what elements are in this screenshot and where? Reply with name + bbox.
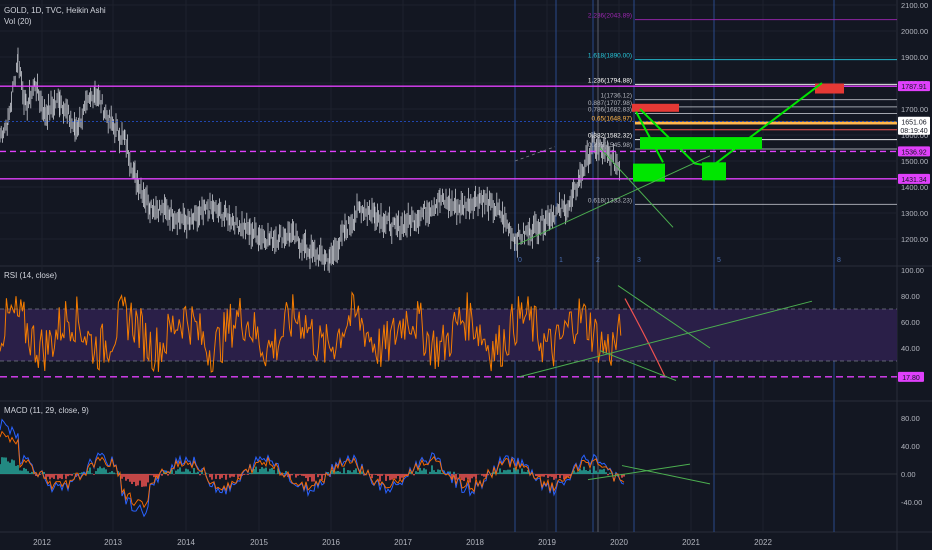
- macd-trend-line: [621, 465, 711, 485]
- time-axis-label: 2012: [33, 538, 51, 547]
- rsi-level-text: 17.80: [902, 375, 920, 382]
- price-axis-label: 2000.00: [901, 27, 928, 36]
- price-axis-label: 1700.00: [901, 105, 928, 114]
- rsi-title-text: RSI (14, close): [4, 271, 57, 280]
- macd-panel: [0, 418, 897, 518]
- macd-axis-label: 80.00: [901, 414, 920, 423]
- rsi-trend-line: [617, 285, 711, 349]
- macd-axis-label: 40.00: [901, 442, 920, 451]
- fib-orange-band: [635, 121, 897, 125]
- fib-level-label: 0.65(1648.97): [592, 115, 632, 122]
- price-label-text: 1431.34: [901, 177, 926, 184]
- time-axis-label: 2022: [754, 538, 772, 547]
- trend-line: [599, 147, 674, 228]
- projection-path: [635, 111, 664, 163]
- time-axis-label: 2013: [104, 538, 122, 547]
- rsi-line: [0, 291, 622, 373]
- fib-level-label: 1.236(1794.88): [588, 77, 632, 84]
- fib-level-label: 0.618(1333.23): [588, 197, 632, 204]
- fib-level-label: 0.236(1545.98): [588, 142, 632, 149]
- macd-trend-line: [587, 463, 691, 481]
- macd-axis-label: -40.00: [901, 498, 922, 507]
- red-target-box: [815, 83, 844, 94]
- price-label-text: 1787.91: [901, 84, 926, 91]
- fib-level-label: 0.382(1582.32): [588, 133, 632, 140]
- wave-label: 0: [518, 257, 522, 264]
- price-axis-label: 1600.00: [901, 131, 928, 140]
- price-axis-label: 1200.00: [901, 235, 928, 244]
- wave-label: 5: [717, 257, 721, 264]
- volume-title-text: Vol (20): [4, 17, 32, 26]
- price-axis-label: 1900.00: [901, 53, 928, 62]
- price-label-text: 1536.92: [901, 149, 926, 156]
- rsi-projection: [624, 298, 666, 377]
- rsi-title[interactable]: RSI (14, close): [4, 271, 57, 280]
- projection-path: [639, 82, 823, 168]
- price-label-text: 1651.06: [901, 120, 926, 127]
- wave-label: 2: [596, 257, 600, 264]
- rsi-axis-label: 80.00: [901, 292, 920, 301]
- price-label-box: [898, 173, 930, 184]
- price-label-box: [898, 124, 930, 135]
- green-target-box: [702, 162, 726, 181]
- rsi-axis-label: 100.00: [901, 266, 924, 275]
- price-series: [0, 47, 620, 273]
- fib-level-label: 1(1736.12): [601, 93, 632, 100]
- time-axis-label: 2014: [177, 538, 195, 547]
- price-axis-label: 1500.00: [901, 157, 928, 166]
- drawing-overlays[interactable]: [0, 19, 897, 245]
- trend-line: [514, 146, 556, 162]
- symbol-title[interactable]: GOLD, 1D, TVC, Heikin Ashi: [4, 6, 106, 15]
- macd-title[interactable]: MACD (11, 29, close, 9): [4, 406, 89, 415]
- macd-title-text: MACD (11, 29, close, 9): [4, 406, 89, 415]
- time-axis-label: 2021: [682, 538, 700, 547]
- time-axis-label: 2015: [250, 538, 268, 547]
- volume-title[interactable]: Vol (20): [4, 17, 32, 26]
- rsi-level-box: [898, 371, 924, 382]
- time-axis-label: 2018: [466, 538, 484, 547]
- time-axis-label: 2017: [394, 538, 412, 547]
- trend-line: [517, 155, 711, 245]
- green-target-box: [633, 163, 665, 182]
- price-axis-label: 2100.00: [901, 1, 928, 10]
- macd-axis-label: 0.00: [901, 470, 916, 479]
- rsi-axis-label: 60.00: [901, 318, 920, 327]
- price-axis-label: 1400.00: [901, 183, 928, 192]
- fib-level-label: 2.236(2043.89): [588, 13, 632, 20]
- price-label-box: [898, 81, 930, 92]
- rsi-panel: [0, 285, 897, 381]
- price-label-text: 08:19:40: [900, 128, 927, 135]
- symbol-title-text: GOLD, 1D, TVC, Heikin Ashi: [4, 6, 106, 15]
- wave-label: 3: [637, 257, 641, 264]
- labels: 0 1 2 3 5 8 2.236(2043.89) 1.618(1890.00) 1.236(…: [518, 13, 930, 382]
- time-axis-label: 2019: [538, 538, 556, 547]
- fib-level-label: 0.786(1682.83): [588, 106, 632, 113]
- time-axis-label: 2016: [322, 538, 340, 547]
- rsi-trend-line: [599, 350, 677, 381]
- signal-line: [0, 430, 625, 509]
- elliott-wave-verticals: [514, 0, 835, 532]
- fib-level-label: 0.887(1707.98): [588, 100, 632, 107]
- time-axis-label: 2020: [610, 538, 628, 547]
- red-target-box: [632, 103, 679, 112]
- rsi-trend-line: [519, 300, 813, 378]
- wave-label: 8: [837, 257, 841, 264]
- price-axis-label: 1300.00: [901, 209, 928, 218]
- wave-label: 1: [559, 257, 563, 264]
- fib-level-label: 1.618(1890.00): [588, 53, 632, 60]
- price-label-box: [898, 146, 930, 157]
- rsi-axis-label: 40.00: [901, 344, 920, 353]
- price-label-box: [898, 116, 930, 127]
